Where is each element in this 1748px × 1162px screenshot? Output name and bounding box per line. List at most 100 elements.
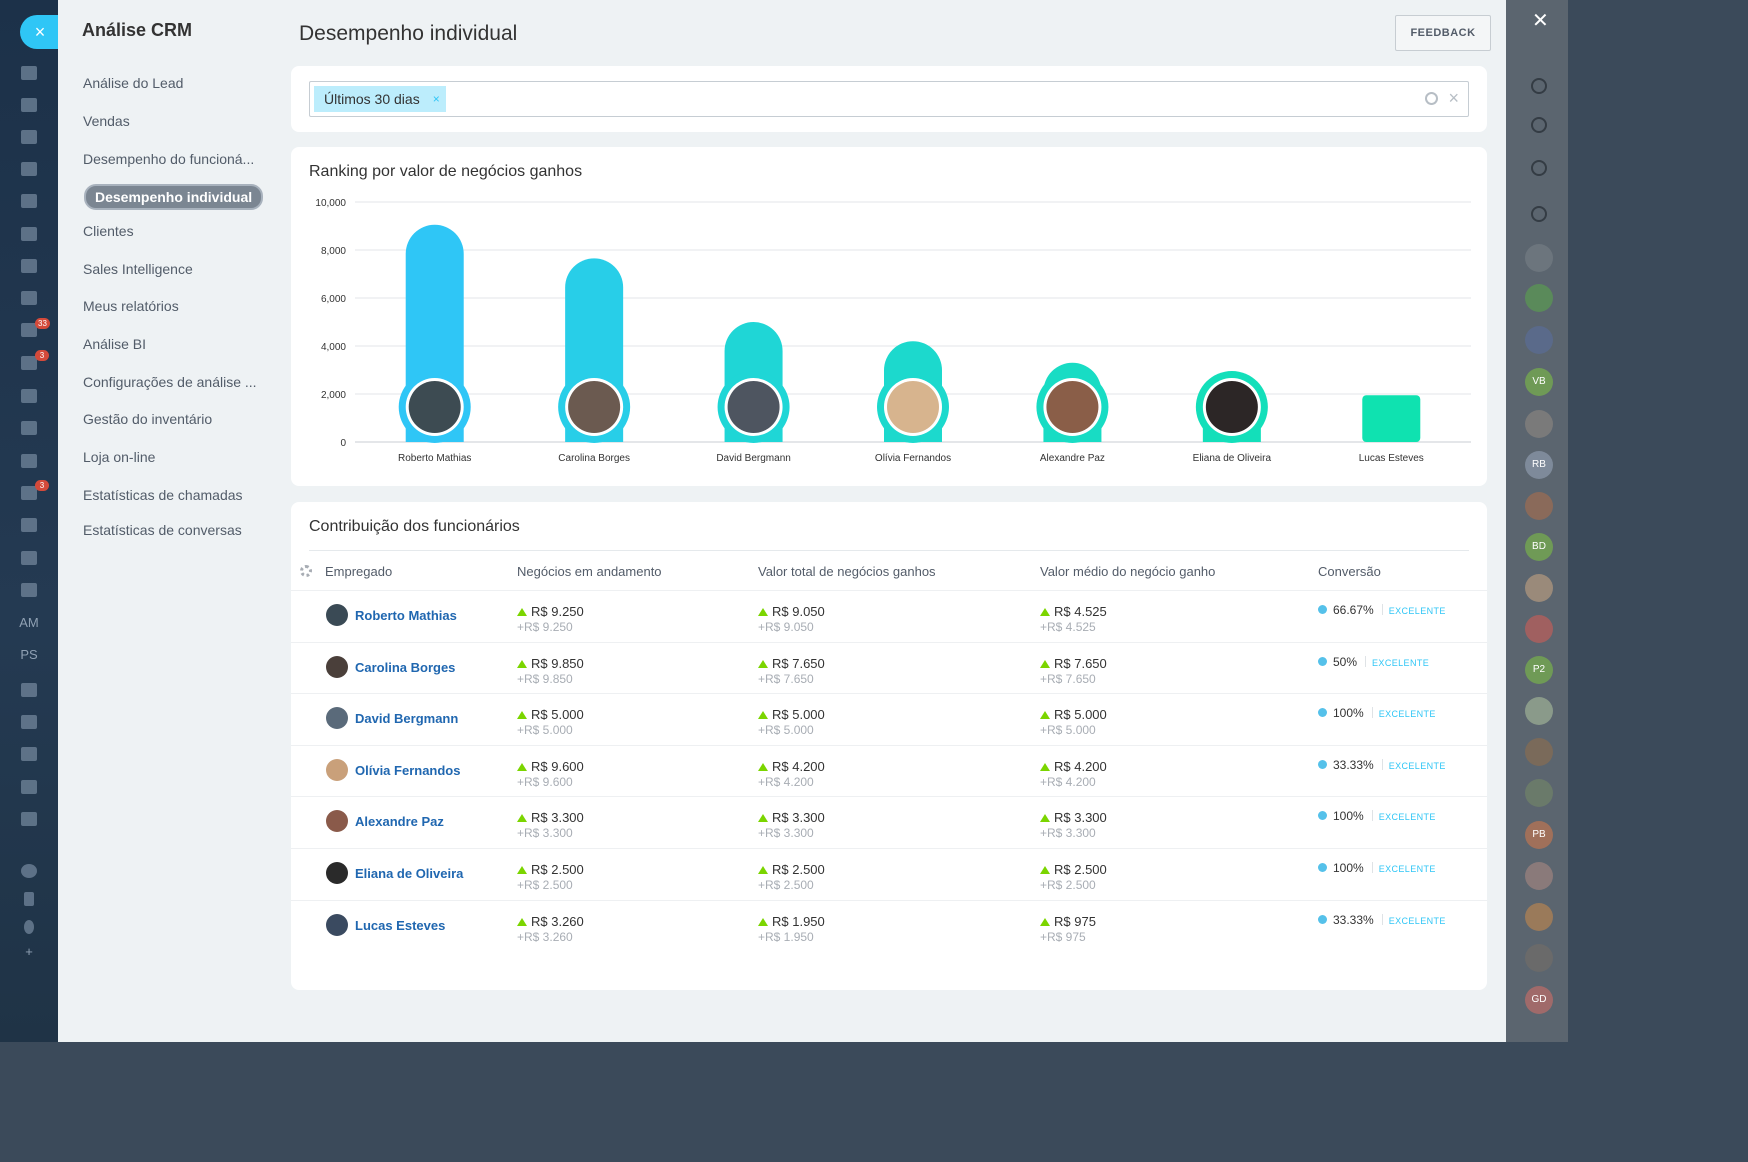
- search-icon[interactable]: [1531, 206, 1547, 222]
- avatar[interactable]: [1525, 697, 1553, 725]
- sitemap-icon[interactable]: [24, 892, 34, 906]
- filter-search-input[interactable]: Últimos 30 dias × ×: [309, 81, 1469, 117]
- nav-item-online-store[interactable]: Loja on-line: [83, 449, 156, 465]
- avatar[interactable]: [1525, 903, 1553, 931]
- employee-name-link[interactable]: Carolina Borges: [355, 659, 456, 675]
- search-icon[interactable]: [1425, 92, 1438, 105]
- nav-item-lead-analysis[interactable]: Análise do Lead: [83, 75, 184, 91]
- feedback-button[interactable]: FEEDBACK: [1395, 15, 1491, 51]
- marketing-icon[interactable]: [21, 551, 37, 565]
- employee-name-link[interactable]: Roberto Mathias: [355, 608, 457, 623]
- avatar[interactable]: [1525, 574, 1553, 602]
- contact-card-icon[interactable]: [21, 454, 37, 468]
- nav-item-clients[interactable]: Clientes: [83, 223, 134, 239]
- employee-name-link[interactable]: Alexandre Paz: [355, 814, 444, 830]
- remove-filter-icon[interactable]: ×: [432, 92, 440, 106]
- column-header-deals-in-progress[interactable]: Negócios em andamento: [517, 564, 662, 579]
- avatar[interactable]: [1525, 492, 1553, 520]
- car-icon[interactable]: [21, 486, 37, 500]
- employee-name-link[interactable]: Olívia Fernandos: [355, 762, 461, 778]
- activity-icon[interactable]: [21, 66, 37, 80]
- nav-item-individual-performance[interactable]: Desempenho individual: [84, 184, 264, 210]
- nav-item-employee-performance[interactable]: Desempenho do funcioná...: [83, 151, 255, 167]
- avatar[interactable]: [1525, 244, 1553, 272]
- groups-icon[interactable]: [21, 291, 37, 305]
- nav-item-analysis-settings[interactable]: Configurações de análise ...: [83, 374, 257, 390]
- building-icon[interactable]: [21, 683, 37, 697]
- clear-filter-icon[interactable]: ×: [1448, 88, 1459, 108]
- value-delta: +R$ 4.525: [1040, 620, 1096, 634]
- close-icon[interactable]: ✕: [1532, 10, 1549, 32]
- avatar[interactable]: [1525, 779, 1553, 807]
- add-icon[interactable]: +: [25, 944, 33, 959]
- chat-icon[interactable]: [21, 162, 37, 176]
- settings-icon[interactable]: [24, 920, 34, 934]
- column-header-average-won[interactable]: Valor médio do negócio ganho: [1040, 564, 1216, 579]
- column-header-total-won[interactable]: Valor total de negócios ganhos: [758, 564, 936, 579]
- nav-item-chat-statistics[interactable]: Estatísticas de conversas: [83, 522, 242, 538]
- employee-name-link[interactable]: David Bergmann: [355, 711, 459, 727]
- table-row[interactable]: Olívia Fernandos R$ 9.600 +R$ 9.600 R$ 4.20…: [291, 744, 1487, 797]
- checkmark-icon[interactable]: [21, 812, 37, 826]
- notification-icon[interactable]: [1531, 117, 1547, 133]
- nav-item-my-reports[interactable]: Meus relatórios: [83, 298, 179, 314]
- target-icon[interactable]: [21, 389, 37, 403]
- employee-name-link[interactable]: Eliana de Oliveira: [355, 866, 464, 881]
- help-icon[interactable]: [21, 864, 37, 878]
- chat-icon[interactable]: [1531, 160, 1547, 176]
- avatar[interactable]: [1525, 326, 1553, 354]
- avatar[interactable]: [1525, 615, 1553, 643]
- value: R$ 1.950: [772, 913, 825, 929]
- table-row[interactable]: Eliana de Oliveira R$ 2.500 +R$ 2.500 R$ 2.…: [291, 848, 1487, 900]
- employee-name-link[interactable]: Lucas Esteves: [355, 917, 446, 933]
- avatar[interactable]: GD: [1525, 986, 1553, 1014]
- tasks-icon[interactable]: [21, 130, 37, 144]
- cart-icon[interactable]: [21, 421, 37, 435]
- avatar[interactable]: PB: [1525, 821, 1553, 849]
- nav-item-inventory[interactable]: Gestão do inventário: [83, 411, 213, 427]
- code-icon[interactable]: [21, 583, 37, 597]
- value: R$ 5.000: [531, 707, 584, 723]
- avatar[interactable]: RB: [1525, 451, 1553, 479]
- nav-item-sales-intelligence[interactable]: Sales Intelligence: [83, 261, 193, 277]
- stats-icon[interactable]: [21, 780, 37, 794]
- column-header-conversion[interactable]: Conversão: [1318, 564, 1381, 579]
- drive-icon[interactable]: [21, 227, 37, 241]
- table-row[interactable]: Roberto Mathias R$ 9.250 +R$ 9.250 R$ 9.050…: [291, 590, 1487, 642]
- value-delta: +R$ 3.300: [1040, 826, 1096, 841]
- table-row[interactable]: David Bergmann R$ 5.000 +R$ 5.000 R$ 5.000 +…: [291, 693, 1487, 745]
- avatar[interactable]: [1525, 738, 1553, 766]
- average-won-cell: R$ 4.200 +R$ 4.200: [1040, 759, 1107, 789]
- table-row[interactable]: Carolina Borges R$ 9.850 +R$ 9.850 R$ 7.650…: [291, 641, 1487, 694]
- conversion-cell: 50% EXCELENTE: [1318, 655, 1429, 669]
- avatar[interactable]: BD: [1525, 533, 1553, 561]
- value: R$ 5.000: [1054, 707, 1107, 723]
- signature-icon[interactable]: [21, 747, 37, 761]
- avatar[interactable]: P2: [1525, 656, 1553, 684]
- nav-item-bi-analysis[interactable]: Análise BI: [83, 336, 147, 352]
- column-header-employee[interactable]: Empregado: [325, 564, 393, 579]
- box-icon[interactable]: [21, 518, 37, 532]
- gear-icon[interactable]: [300, 565, 312, 577]
- avatar[interactable]: [1525, 284, 1553, 312]
- filter-icon[interactable]: [21, 356, 37, 370]
- table-row[interactable]: Alexandre Paz R$ 3.300 +R$ 3.300 R$ 3.300 +R…: [291, 796, 1487, 848]
- edit-list-icon[interactable]: [21, 715, 37, 729]
- value: R$ 3.300: [1054, 810, 1107, 826]
- avatar[interactable]: VB: [1525, 368, 1553, 396]
- crm-icon[interactable]: [21, 323, 37, 337]
- document-icon[interactable]: [21, 98, 37, 112]
- avatar[interactable]: [1525, 862, 1553, 890]
- nav-item-call-statistics[interactable]: Estatísticas de chamadas: [83, 487, 243, 503]
- mail-icon[interactable]: [21, 259, 37, 273]
- rail-item-ps[interactable]: PS: [20, 647, 38, 662]
- rail-item-am[interactable]: AM: [19, 615, 39, 630]
- avatar[interactable]: [1525, 944, 1553, 972]
- close-slider-button[interactable]: ×: [20, 15, 60, 49]
- avatar[interactable]: [1525, 410, 1553, 438]
- calendar-icon[interactable]: [21, 194, 37, 208]
- period-filter-tag[interactable]: Últimos 30 dias ×: [314, 86, 446, 112]
- phone-icon[interactable]: [1531, 78, 1547, 94]
- nav-item-sales[interactable]: Vendas: [83, 113, 130, 129]
- table-row[interactable]: Lucas Esteves R$ 3.260 +R$ 3.260 R$ 1.950 +R…: [291, 899, 1487, 952]
